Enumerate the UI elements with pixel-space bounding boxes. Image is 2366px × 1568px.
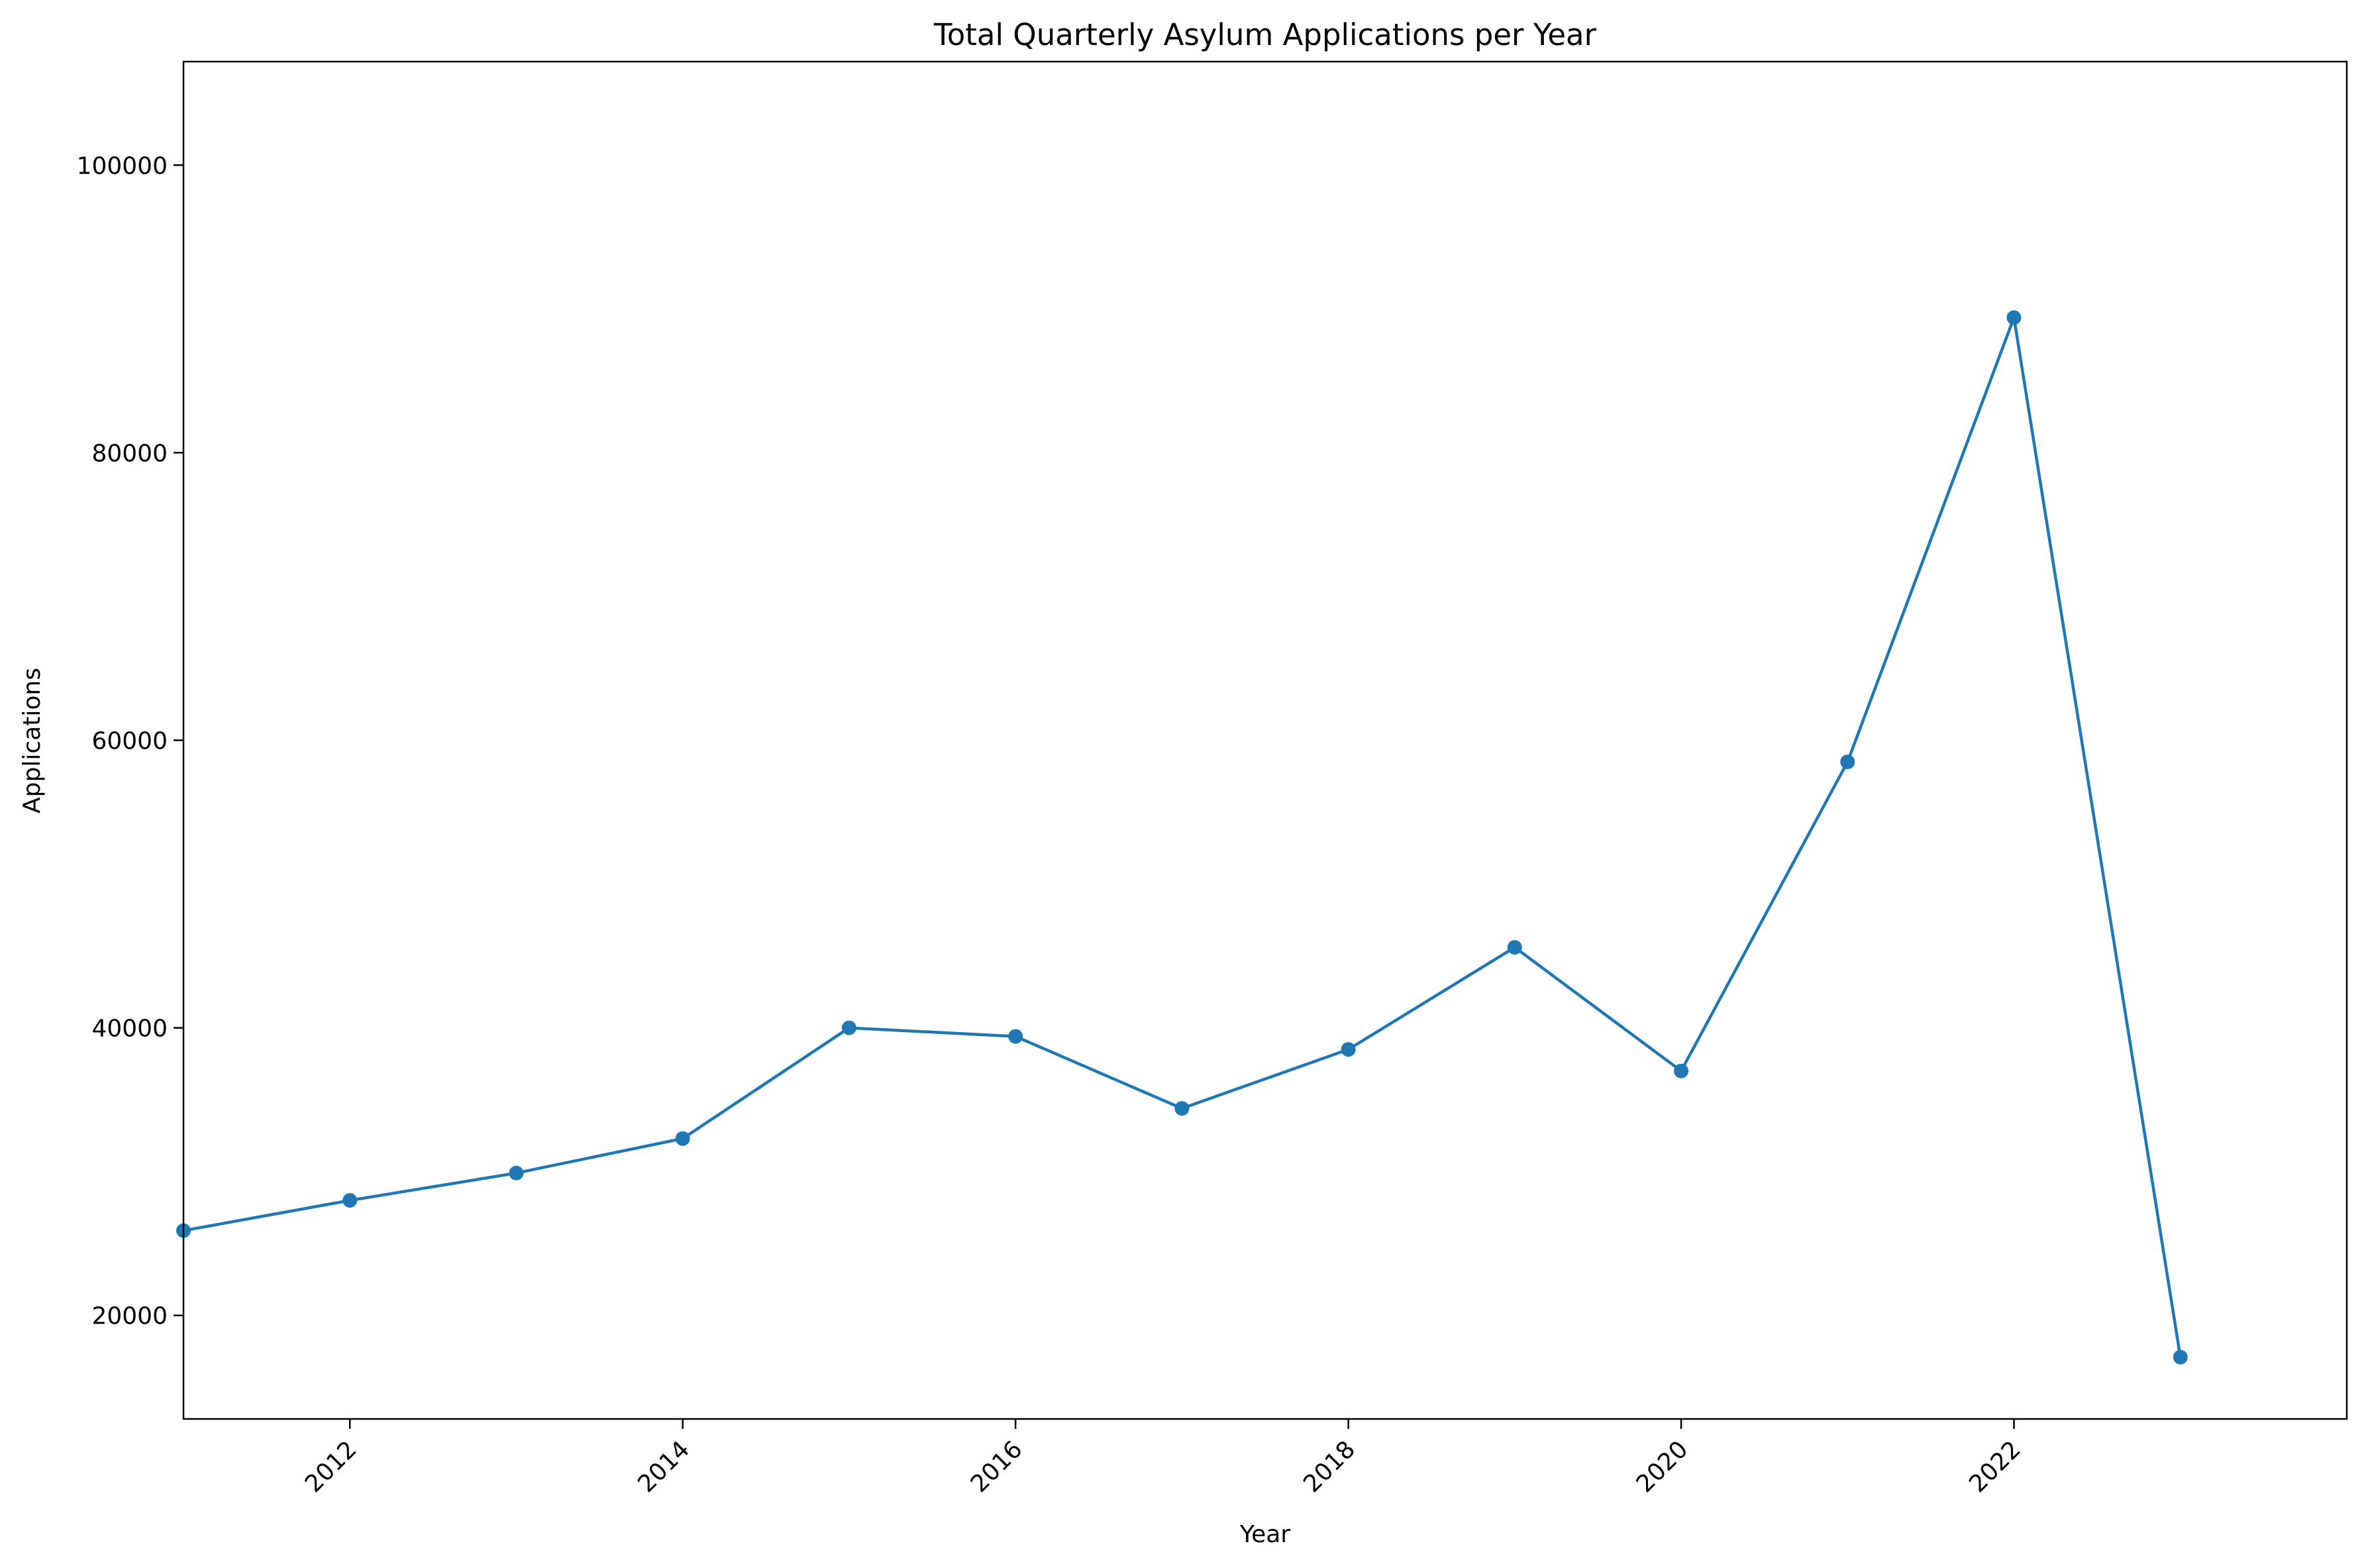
- x-axis-label: Year: [1239, 1521, 1290, 1548]
- data-point: [2173, 1349, 2188, 1365]
- data-point: [1008, 1029, 1023, 1044]
- data-point: [342, 1193, 358, 1208]
- chart-title: Total Quarterly Asylum Applications per …: [933, 17, 1597, 52]
- y-axis-label: Applications: [19, 668, 46, 813]
- data-point: [675, 1131, 690, 1146]
- y-tick-label: 20000: [91, 1303, 168, 1330]
- data-point: [1674, 1063, 1689, 1078]
- y-tick-label: 40000: [91, 1016, 168, 1043]
- y-tick-label: 80000: [91, 440, 168, 467]
- y-tick-label: 100000: [77, 152, 168, 180]
- data-point: [2006, 310, 2022, 325]
- y-tick-label: 60000: [91, 728, 168, 755]
- points-layer: [176, 310, 2188, 1365]
- data-point: [509, 1165, 524, 1180]
- data-point: [841, 1020, 856, 1035]
- data-point: [1174, 1101, 1190, 1116]
- data-point: [1507, 940, 1522, 955]
- y-axis: 20000 40000 60000 80000 100000: [77, 152, 183, 1330]
- data-point: [1341, 1042, 1356, 1057]
- data-point: [1840, 755, 1855, 770]
